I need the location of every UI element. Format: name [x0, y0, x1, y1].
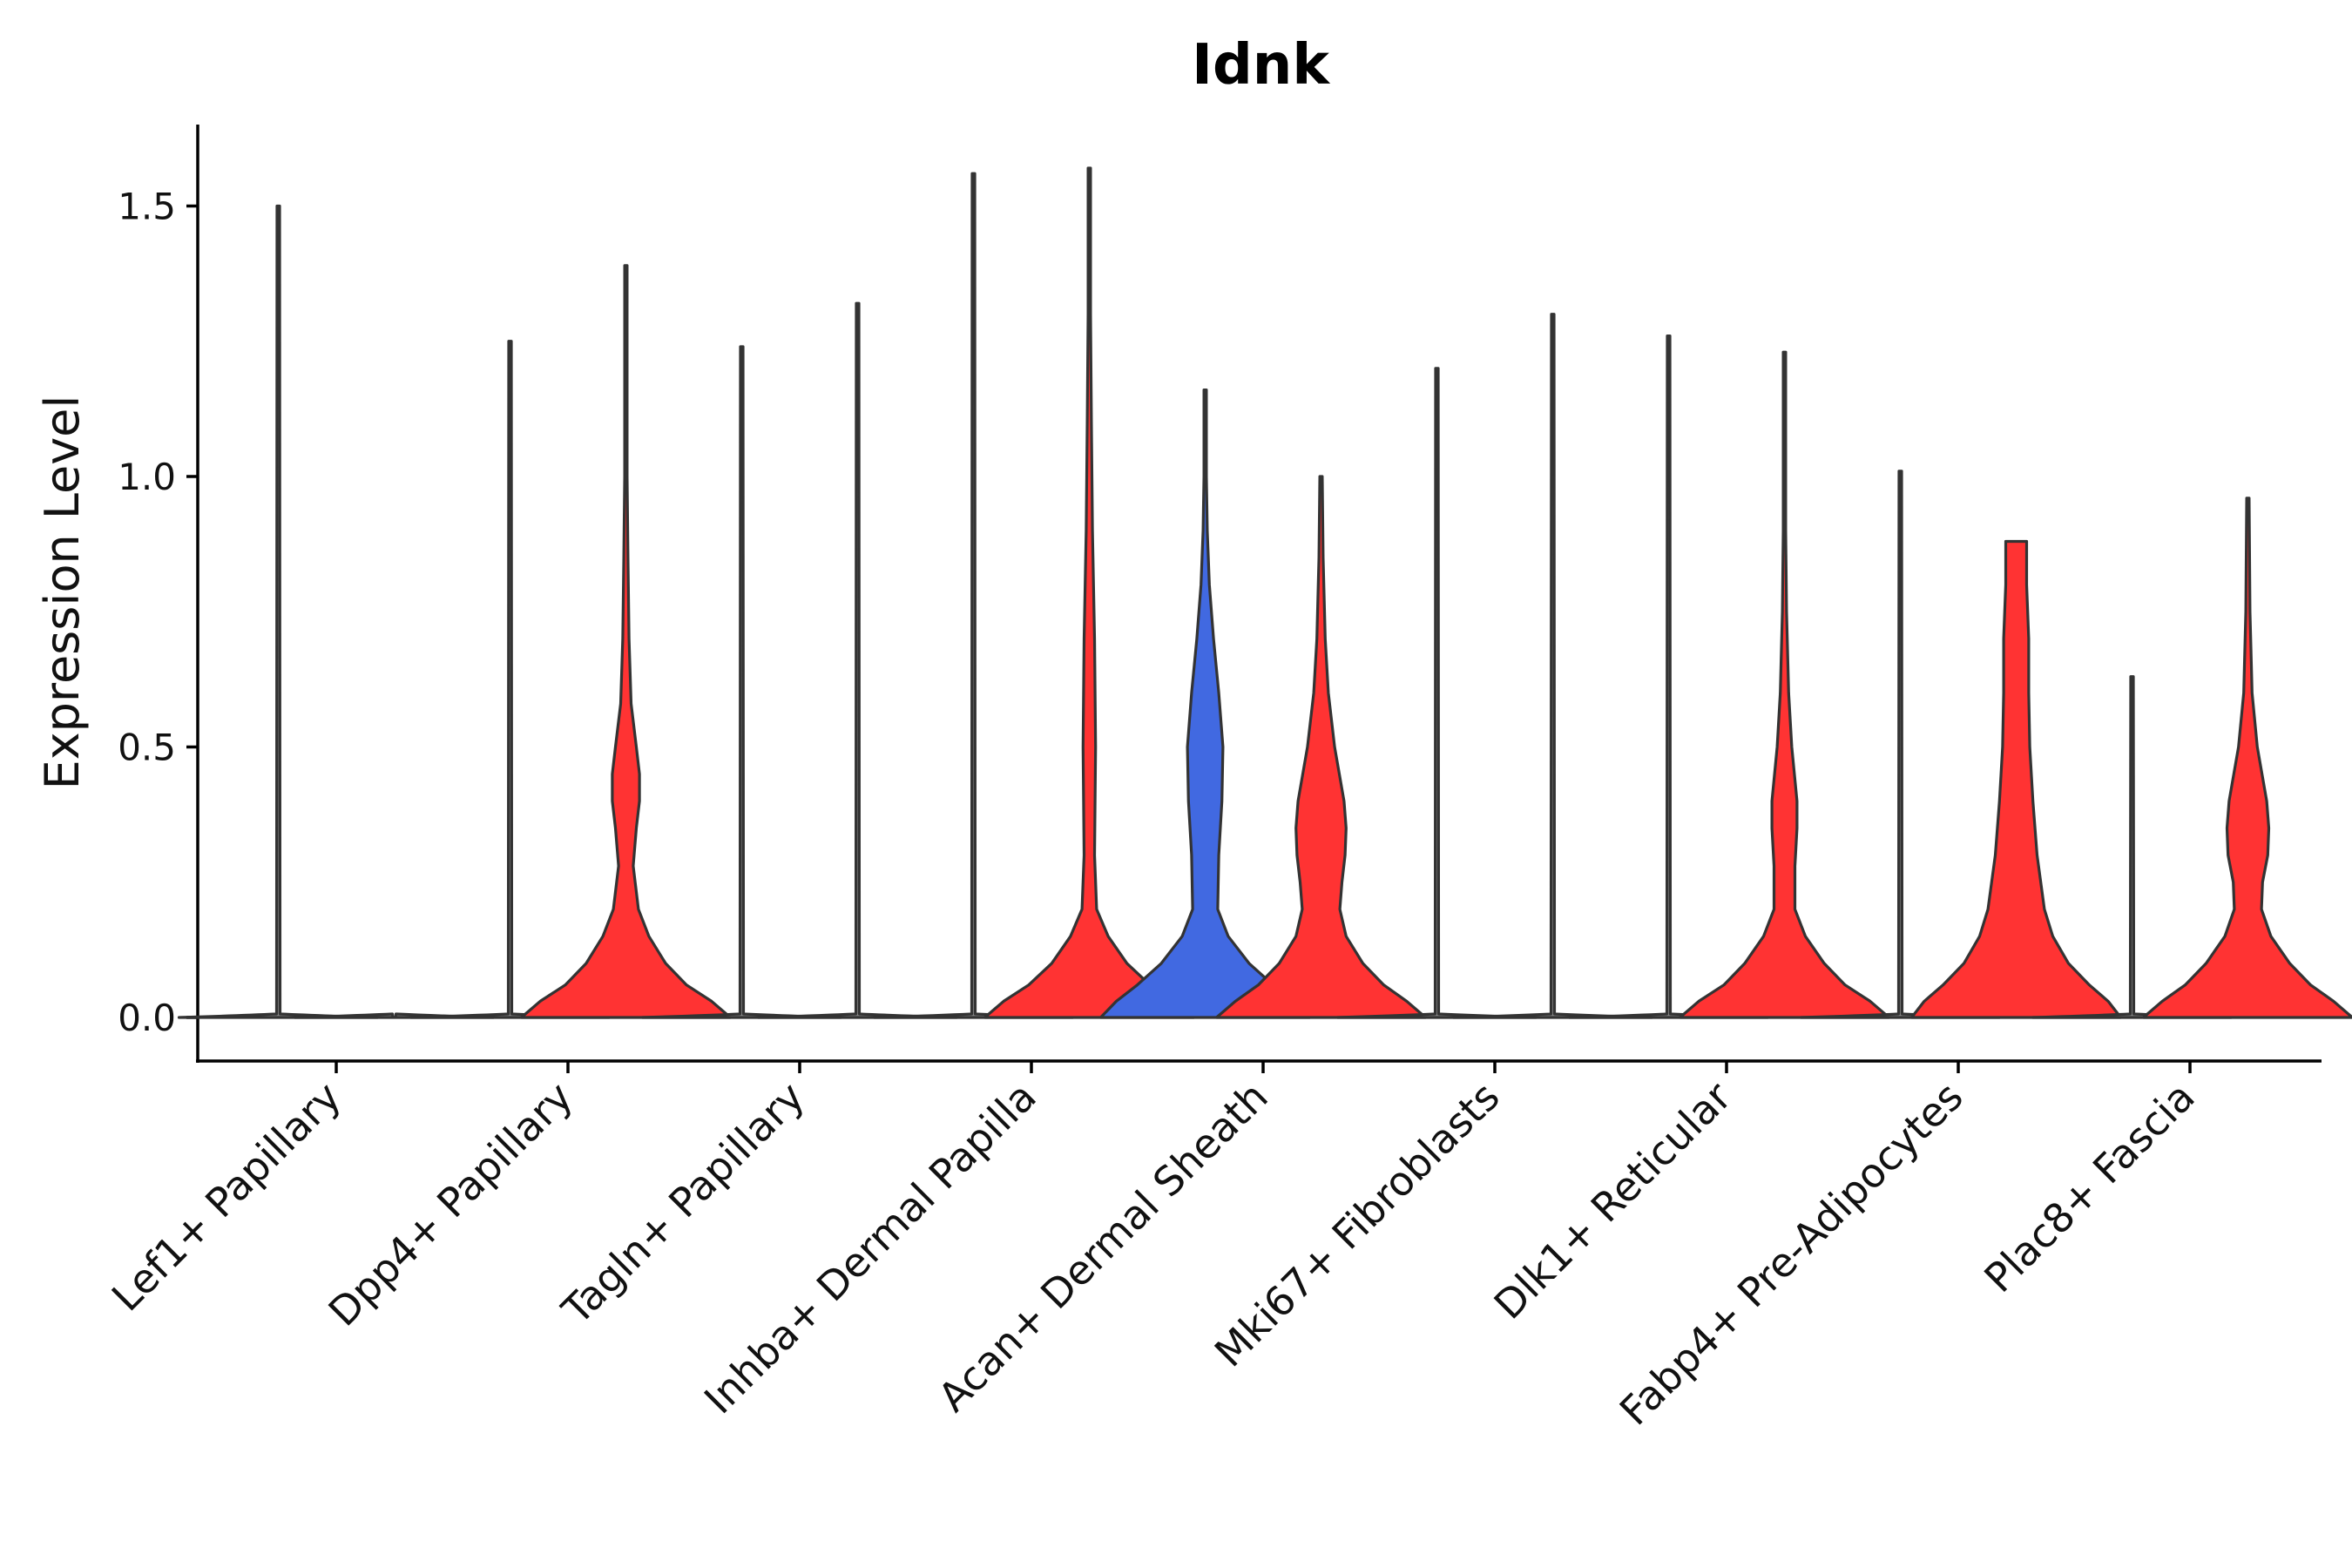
- y-tick-label: 0.5: [118, 727, 176, 769]
- y-tick-label: 0.0: [118, 997, 176, 1039]
- violin-red-right: [1678, 350, 1891, 1019]
- violin-red-right: [983, 166, 1196, 1019]
- violin-red-right: [519, 264, 733, 1019]
- y-ticks: 0.0 0.5 1.0 1.5: [118, 186, 198, 1039]
- violin-shape: [1799, 470, 2002, 1019]
- violin-shape: [1567, 334, 1770, 1019]
- violin-shape: [1098, 389, 1312, 1019]
- x-tick-label: Tagln+ Papillary: [552, 1073, 814, 1335]
- violin-empty-left: [1799, 470, 2002, 1019]
- violin-blue-left: [1098, 389, 1312, 1019]
- violin-empty-left: [872, 172, 1075, 1019]
- x-tick-label: Lef1+ Papillary: [103, 1073, 350, 1321]
- violin-shape: [1678, 350, 1891, 1019]
- y-tick-label: 1.5: [118, 186, 176, 228]
- chart-title: Idnk: [1192, 33, 1330, 98]
- violin-shape: [2141, 497, 2352, 1019]
- violin-shape: [983, 166, 1196, 1019]
- violin-empty-right: [756, 301, 959, 1019]
- x-tick-label: Dlk1+ Reticular: [1485, 1073, 1740, 1328]
- violin-shape: [1451, 313, 1654, 1019]
- violins: [177, 166, 2352, 1019]
- violin-shape: [177, 204, 380, 1019]
- y-tick-label: 1.0: [118, 456, 176, 498]
- violin-shape: [640, 345, 843, 1019]
- violin-shape: [519, 264, 733, 1019]
- x-tick-label: Plac8+ Fascia: [1975, 1073, 2203, 1301]
- violin-shape: [1214, 475, 1428, 1019]
- violin-empty-left: [640, 345, 843, 1019]
- y-axis-label: Expression Level: [35, 395, 90, 790]
- x-tick-label: Dpp4+ Papillary: [320, 1073, 582, 1335]
- violin-red-right: [1214, 475, 1428, 1019]
- violin-empty-right: [1451, 313, 1654, 1019]
- violin-shape: [1909, 539, 2123, 1019]
- violin-empty-left: [409, 340, 612, 1019]
- violin-red-right: [2141, 497, 2352, 1019]
- violin-empty-left: [177, 204, 380, 1019]
- violin-shape: [756, 301, 959, 1019]
- violin-red-right: [1909, 539, 2123, 1019]
- violin-shape: [872, 172, 1075, 1019]
- violin-shape: [1335, 367, 1538, 1019]
- violin-empty-left: [1335, 367, 1538, 1019]
- violin-shape: [409, 340, 612, 1019]
- violin-empty-left: [1567, 334, 1770, 1019]
